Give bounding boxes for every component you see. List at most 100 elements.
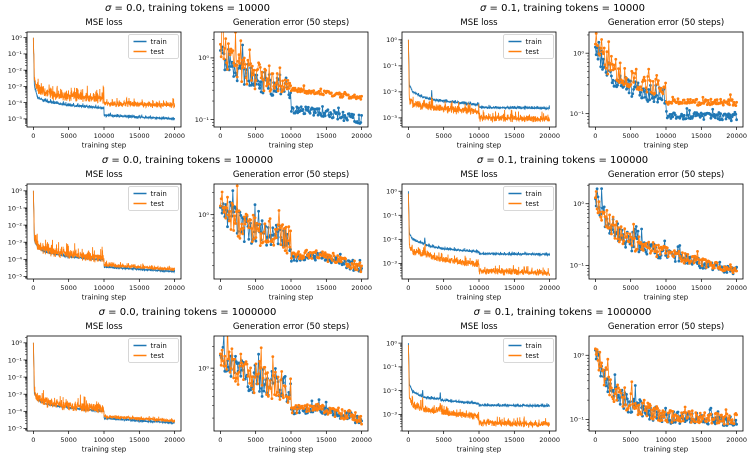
svg-text:10000: 10000 (281, 284, 302, 292)
svg-text:train: train (151, 342, 167, 350)
svg-text:0: 0 (31, 132, 35, 140)
svg-text:10000: 10000 (281, 436, 302, 444)
svg-text:20000: 20000 (351, 132, 372, 140)
svg-text:10⁻³: 10⁻³ (383, 411, 398, 419)
svg-text:10⁰: 10⁰ (386, 188, 397, 196)
svg-text:0: 0 (593, 436, 597, 444)
svg-text:0: 0 (218, 436, 222, 444)
svg-text:10000: 10000 (94, 132, 115, 140)
generation-error-plot: Generation error (50 steps) 0 5000 10000 15… (187, 17, 374, 151)
mse-loss-svg: 0 5000 10000 15000 20000 training step 10⁰ 10⁻¹… (383, 183, 560, 302)
svg-text:training step: training step (644, 142, 689, 150)
svg-text:20000: 20000 (726, 436, 747, 444)
svg-text:10⁻³: 10⁻³ (383, 114, 398, 122)
svg-text:10⁻¹: 10⁻¹ (383, 363, 398, 371)
svg-text:20000: 20000 (539, 132, 560, 140)
svg-text:10⁻⁵: 10⁻⁵ (8, 115, 23, 123)
svg-text:15000: 15000 (504, 284, 525, 292)
svg-text:10⁻⁴: 10⁻⁴ (8, 99, 23, 107)
svg-text:train: train (151, 38, 167, 46)
svg-text:10⁰: 10⁰ (386, 36, 397, 44)
generation-error-plot: Generation error (50 steps) 0 5000 10000 15… (187, 169, 374, 303)
svg-text:10⁰: 10⁰ (11, 339, 22, 347)
plot-title: Generation error (50 steps) (232, 18, 350, 28)
svg-text:5000: 5000 (247, 284, 264, 292)
mse-loss-plot: MSE loss 0 5000 10000 15000 20000 training st… (0, 169, 187, 303)
plot-title: Generation error (50 steps) (607, 322, 725, 332)
svg-text:15000: 15000 (691, 436, 712, 444)
svg-text:5000: 5000 (622, 436, 639, 444)
svg-text:10⁰: 10⁰ (198, 364, 209, 372)
generation-error-plot: Generation error (50 steps) 0 5000 10000 15… (562, 17, 749, 151)
mse-loss-svg: 0 5000 10000 15000 20000 training step 10⁰ 10⁻¹… (8, 335, 185, 454)
svg-text:test: test (151, 48, 165, 56)
svg-text:10⁻¹: 10⁻¹ (570, 262, 585, 270)
svg-text:10⁻²: 10⁻² (383, 387, 398, 395)
plot-canvas: 0 5000 10000 15000 20000 training step 10⁰ 10⁻¹… (375, 333, 562, 455)
svg-text:10⁻²: 10⁻² (383, 236, 398, 244)
svg-text:10000: 10000 (94, 436, 115, 444)
svg-text:10⁰: 10⁰ (198, 54, 209, 62)
svg-text:15000: 15000 (504, 436, 525, 444)
svg-text:15000: 15000 (129, 284, 150, 292)
generation-error-svg: 0 5000 10000 15000 20000 training step 10⁰ 10⁻¹ (195, 31, 372, 150)
plot-canvas: 0 5000 10000 15000 20000 training step 10⁰ 10⁻¹ (187, 29, 374, 151)
svg-text:10⁻¹: 10⁻¹ (8, 50, 23, 58)
svg-text:train: train (526, 190, 542, 198)
panel-suptitle: σ = 0.0, training tokens = 10000 (105, 3, 270, 14)
mse-loss-svg: 0 5000 10000 15000 20000 training step 10⁰ 10⁻¹… (8, 183, 185, 302)
svg-text:0: 0 (31, 436, 35, 444)
generation-error-svg: 0 5000 10000 15000 20000 training step 10⁰ 10⁻¹ (570, 31, 747, 150)
plot-title: Generation error (50 steps) (607, 170, 725, 180)
generation-error-svg: 0 5000 10000 15000 20000 training step 10⁰ (198, 335, 372, 454)
plot-title: Generation error (50 steps) (232, 322, 350, 332)
svg-text:training step: training step (82, 446, 127, 454)
svg-text:test: test (526, 48, 540, 56)
mse-loss-plot: MSE loss 0 5000 10000 15000 20000 training st… (0, 17, 187, 151)
plot-title: MSE loss (85, 18, 123, 28)
svg-text:training step: training step (457, 294, 502, 302)
svg-text:training step: training step (269, 294, 314, 302)
plot-title: MSE loss (460, 18, 498, 28)
svg-text:5000: 5000 (60, 132, 77, 140)
panel-suptitle: σ = 0.1, training tokens = 10000 (480, 3, 645, 14)
svg-text:10⁻¹: 10⁻¹ (195, 116, 210, 124)
svg-text:15000: 15000 (504, 132, 525, 140)
svg-text:10⁻⁵: 10⁻⁵ (8, 273, 23, 281)
panel-sigma01-tokens1000000: σ = 0.1, training tokens = 1000000 MSE l… (375, 304, 750, 456)
svg-text:training step: training step (82, 142, 127, 150)
svg-text:10000: 10000 (94, 284, 115, 292)
generation-error-plot: Generation error (50 steps) 0 5000 10000 15… (562, 169, 749, 303)
svg-text:training step: training step (644, 294, 689, 302)
svg-text:15000: 15000 (129, 436, 150, 444)
plot-title: MSE loss (460, 322, 498, 332)
svg-text:20000: 20000 (539, 436, 560, 444)
svg-text:20000: 20000 (164, 436, 185, 444)
plot-canvas: 0 5000 10000 15000 20000 training step 10⁰ 10⁻¹ (562, 29, 749, 151)
svg-text:10⁰: 10⁰ (386, 339, 397, 347)
panel-suptitle: σ = 0.1, training tokens = 100000 (476, 155, 649, 166)
svg-text:10000: 10000 (469, 436, 490, 444)
plot-title: MSE loss (85, 170, 123, 180)
svg-text:10⁻²: 10⁻² (383, 88, 398, 96)
svg-text:10⁰: 10⁰ (573, 200, 584, 208)
svg-text:5000: 5000 (60, 436, 77, 444)
svg-text:0: 0 (593, 132, 597, 140)
svg-text:5000: 5000 (247, 436, 264, 444)
plot-canvas: 0 5000 10000 15000 20000 training step 10⁰ 10⁻¹… (0, 333, 187, 455)
panel-sigma01-tokens100000: σ = 0.1, training tokens = 100000 MSE lo… (375, 152, 750, 304)
svg-text:10000: 10000 (656, 436, 677, 444)
generation-error-svg: 0 5000 10000 15000 20000 training step 10⁰ 10⁻¹ (570, 183, 747, 302)
svg-text:0: 0 (218, 284, 222, 292)
svg-text:20000: 20000 (539, 284, 560, 292)
plot-title: MSE loss (460, 170, 498, 180)
svg-text:10000: 10000 (656, 284, 677, 292)
svg-text:15000: 15000 (691, 284, 712, 292)
svg-text:training step: training step (457, 142, 502, 150)
svg-text:10⁻¹: 10⁻¹ (383, 212, 398, 220)
svg-text:10000: 10000 (469, 132, 490, 140)
plot-title: Generation error (50 steps) (607, 18, 725, 28)
svg-text:10⁰: 10⁰ (11, 187, 22, 195)
plot-canvas: 0 5000 10000 15000 20000 training step 10⁰ 10⁻¹ (562, 333, 749, 455)
plot-canvas: 0 5000 10000 15000 20000 training step 10⁰ 10⁻¹… (0, 181, 187, 303)
